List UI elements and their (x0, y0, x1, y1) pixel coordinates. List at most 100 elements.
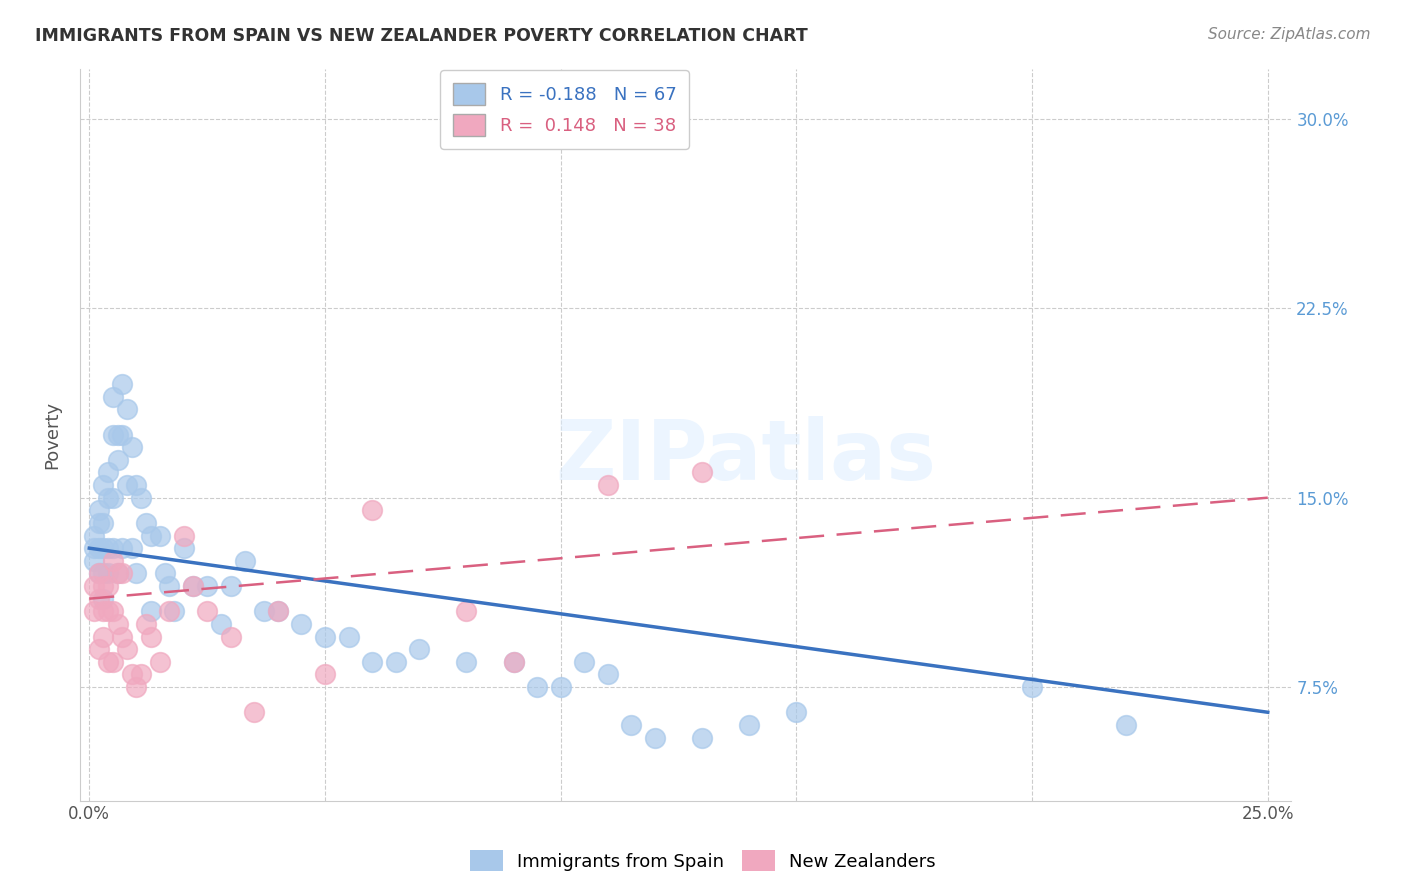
Point (97, 491, 120, 505)
Point (139, 630, 162, 644)
Point (107, 427, 129, 442)
Point (195, 579, 218, 593)
Point (97, 541, 120, 556)
Point (314, 667, 336, 681)
Point (233, 554, 256, 568)
Point (526, 680, 548, 694)
Point (502, 655, 524, 669)
Point (97, 579, 120, 593)
Point (87, 566, 110, 581)
Point (93, 541, 115, 556)
Point (97, 655, 120, 669)
Point (129, 491, 152, 505)
Point (83, 554, 105, 568)
Point (93, 604, 115, 618)
Point (690, 466, 713, 480)
Point (596, 667, 619, 681)
Point (163, 604, 186, 618)
Point (149, 655, 172, 669)
Point (101, 427, 124, 442)
Point (267, 604, 290, 618)
Point (101, 655, 124, 669)
Point (153, 566, 176, 581)
Point (125, 566, 148, 581)
Point (135, 616, 157, 631)
Point (111, 566, 134, 581)
Y-axis label: Poverty: Poverty (44, 401, 60, 468)
Point (87, 642, 110, 657)
Point (139, 604, 162, 618)
Point (97, 466, 120, 480)
Point (125, 680, 148, 694)
Point (456, 655, 478, 669)
Point (107, 452, 129, 467)
Point (101, 491, 124, 505)
Point (111, 427, 134, 442)
Point (159, 604, 181, 618)
Point (690, 731, 713, 745)
Point (93, 478, 115, 492)
Point (101, 554, 124, 568)
Point (219, 579, 242, 593)
Point (101, 541, 124, 556)
Point (83, 528, 105, 542)
Point (93, 516, 115, 530)
Legend: R = -0.188   N = 67, R =  0.148   N = 38: R = -0.188 N = 67, R = 0.148 N = 38 (440, 70, 689, 149)
Point (738, 718, 761, 732)
Point (173, 541, 195, 556)
Point (159, 579, 181, 593)
Point (129, 667, 152, 681)
Point (121, 440, 143, 454)
Point (87, 516, 110, 530)
Text: ZIPatlas: ZIPatlas (555, 416, 936, 497)
Point (83, 579, 105, 593)
Point (209, 616, 232, 631)
Point (219, 630, 242, 644)
Point (149, 528, 172, 542)
Point (83, 541, 105, 556)
Point (111, 630, 134, 644)
Point (115, 642, 138, 657)
Point (574, 655, 596, 669)
Point (550, 680, 572, 694)
Point (181, 579, 204, 593)
Point (267, 604, 290, 618)
Point (314, 630, 336, 644)
Point (93, 579, 115, 593)
Point (620, 718, 643, 732)
Point (121, 667, 143, 681)
Point (115, 402, 138, 417)
Point (253, 604, 276, 618)
Point (111, 541, 134, 556)
Text: IMMIGRANTS FROM SPAIN VS NEW ZEALANDER POVERTY CORRELATION CHART: IMMIGRANTS FROM SPAIN VS NEW ZEALANDER P… (35, 27, 808, 45)
Point (1021, 680, 1043, 694)
Point (173, 528, 195, 542)
Point (408, 642, 430, 657)
Point (502, 655, 524, 669)
Point (111, 377, 134, 392)
Point (596, 478, 619, 492)
Point (195, 604, 218, 618)
Point (1115, 718, 1137, 732)
Point (456, 604, 478, 618)
Point (361, 655, 384, 669)
Point (87, 541, 110, 556)
Point (87, 503, 110, 517)
Point (107, 616, 129, 631)
Point (87, 566, 110, 581)
Point (139, 528, 162, 542)
Point (115, 478, 138, 492)
Point (101, 604, 124, 618)
Point (361, 503, 384, 517)
Point (83, 604, 105, 618)
Point (97, 566, 120, 581)
Point (384, 655, 406, 669)
Point (337, 630, 360, 644)
Point (290, 616, 312, 631)
Point (93, 591, 115, 606)
Point (101, 390, 124, 404)
Point (135, 516, 157, 530)
Point (107, 566, 129, 581)
Legend: Immigrants from Spain, New Zealanders: Immigrants from Spain, New Zealanders (463, 843, 943, 879)
Point (644, 731, 666, 745)
